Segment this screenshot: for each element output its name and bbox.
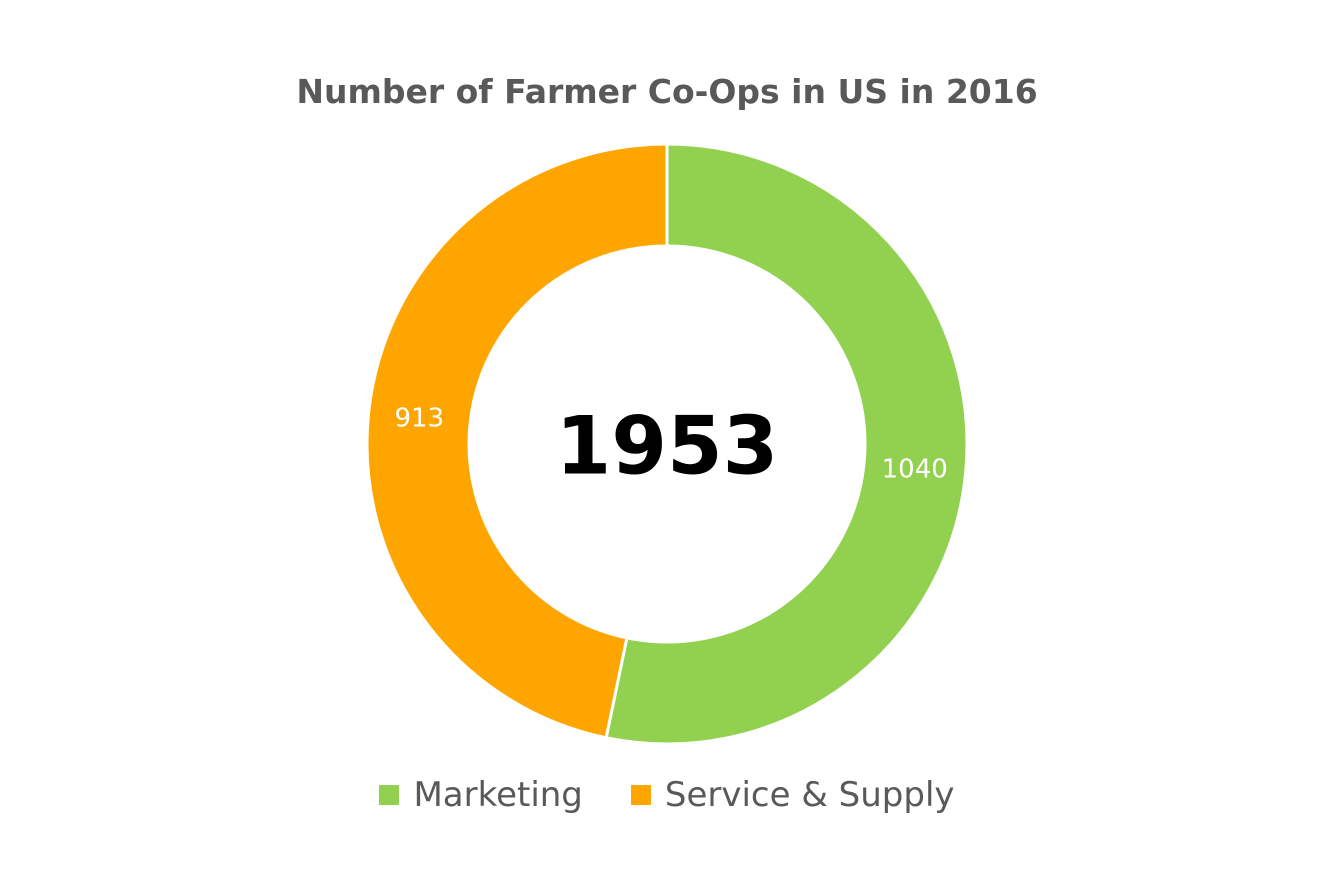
data-label-marketing: 1040 <box>882 454 948 484</box>
slice-marketing <box>604 142 969 746</box>
legend-label-marketing: Marketing <box>413 775 583 815</box>
legend: Marketing Service & Supply <box>0 775 1334 815</box>
legend-item-service-supply: Service & Supply <box>630 775 955 815</box>
slice-service-supply <box>365 142 669 740</box>
legend-label-service-supply: Service & Supply <box>664 775 955 815</box>
legend-swatch-marketing <box>379 785 400 805</box>
chart-title: Number of Farmer Co-Ops in US in 2016 <box>296 72 1038 111</box>
legend-swatch-service-supply <box>630 785 651 805</box>
donut-slices <box>365 142 969 746</box>
data-label-service-supply: 913 <box>394 404 444 434</box>
legend-item-marketing: Marketing <box>379 775 583 815</box>
center-total-label: 1953 <box>556 400 779 493</box>
data-labels: 1040 913 <box>394 404 947 485</box>
